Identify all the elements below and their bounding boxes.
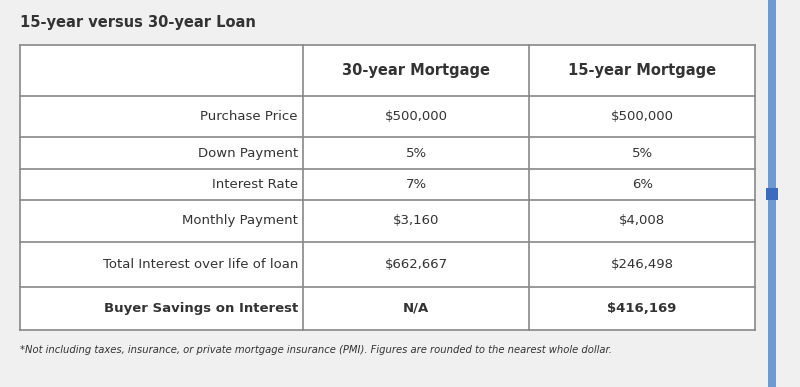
Text: 7%: 7%	[406, 178, 426, 191]
Text: Monthly Payment: Monthly Payment	[182, 214, 298, 228]
Text: $4,008: $4,008	[619, 214, 666, 228]
Text: Interest Rate: Interest Rate	[212, 178, 298, 191]
Text: 5%: 5%	[632, 147, 653, 159]
Text: $246,498: $246,498	[610, 258, 674, 271]
Text: Purchase Price: Purchase Price	[201, 110, 298, 123]
Text: $662,667: $662,667	[385, 258, 448, 271]
Bar	[768, 0, 776, 387]
Text: Buyer Savings on Interest: Buyer Savings on Interest	[104, 302, 298, 315]
Text: 5%: 5%	[406, 147, 426, 159]
Text: $416,169: $416,169	[607, 302, 677, 315]
Text: Down Payment: Down Payment	[198, 147, 298, 159]
Text: $3,160: $3,160	[393, 214, 439, 228]
Text: $500,000: $500,000	[610, 110, 674, 123]
Text: 15-year Mortgage: 15-year Mortgage	[568, 63, 716, 78]
Bar	[766, 187, 778, 200]
Bar	[20, 45, 755, 330]
Text: 6%: 6%	[632, 178, 653, 191]
Text: *Not including taxes, insurance, or private mortgage insurance (PMI). Figures ar: *Not including taxes, insurance, or priv…	[20, 345, 612, 355]
Text: 15-year versus 30-year Loan: 15-year versus 30-year Loan	[20, 15, 256, 30]
Text: $500,000: $500,000	[385, 110, 448, 123]
Text: 30-year Mortgage: 30-year Mortgage	[342, 63, 490, 78]
Text: Total Interest over life of loan: Total Interest over life of loan	[102, 258, 298, 271]
Text: N/A: N/A	[403, 302, 430, 315]
